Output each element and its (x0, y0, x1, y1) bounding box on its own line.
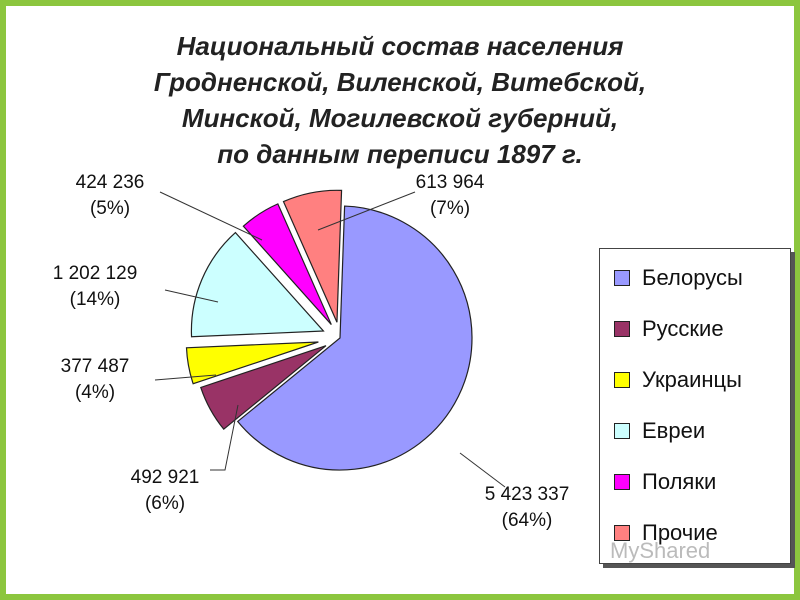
leader-line-6 (317, 191, 416, 231)
slice-value-label-5: 424 236 (76, 172, 145, 193)
slice-percent-label-4: (14%) (70, 289, 121, 310)
legend-swatch (614, 474, 630, 490)
legend-item: Прочие (614, 518, 718, 548)
title-line-3: Минской, Могилевской губерний, (181, 103, 619, 133)
pie-slice-2 (199, 345, 327, 431)
title-line-2: Гродненской, Виленской, Витебской, (153, 67, 647, 97)
legend-swatch (614, 525, 630, 541)
legend-label: Евреи (642, 418, 706, 443)
leader-line-3 (154, 374, 217, 381)
title-line-1: Национальный состав населения (176, 31, 624, 61)
slice-value-label-1: 5 423 337 (485, 484, 570, 505)
legend-swatch (614, 270, 630, 286)
legend-swatch (614, 372, 630, 388)
pie-slice-6 (282, 189, 343, 323)
slice-percent-label-6: (7%) (430, 198, 470, 219)
legend-swatch (614, 423, 630, 439)
legend-item: Евреи (614, 416, 705, 446)
slice-value-label-4: 1 202 129 (53, 263, 138, 284)
leader-line-2 (210, 404, 239, 471)
pie-slice-3 (185, 341, 319, 385)
legend-item: Русские (614, 314, 724, 344)
watermark: MyShared (610, 538, 711, 563)
leader-line-4 (164, 289, 219, 303)
legend-item: Поляки (614, 467, 716, 497)
legend: Белорусы Русские Украинцы Евреи Поляки Прочие (599, 248, 791, 564)
leader-line-1 (459, 452, 506, 488)
slice-percent-label-5: (5%) (90, 198, 130, 219)
pie-slice-5 (242, 203, 332, 325)
slice-percent-label-1: (64%) (502, 510, 553, 531)
chart-title: Национальный состав населения Гродненско… (0, 28, 800, 172)
slice-value-label-3: 377 487 (61, 356, 130, 377)
pie-slice-4 (190, 231, 325, 338)
legend-label: Русские (642, 316, 724, 341)
slice-percent-label-2: (6%) (145, 493, 185, 514)
legend-label: Белорусы (642, 265, 743, 290)
legend-label: Поляки (642, 469, 717, 494)
slice-value-label-2: 492 921 (131, 467, 200, 488)
title-line-4: по данным переписи 1897 г. (217, 139, 583, 169)
slice-percent-label-3: (4%) (75, 382, 115, 403)
legend-swatch (614, 321, 630, 337)
legend-label: Украинцы (642, 367, 742, 392)
slice-value-label-6: 613 964 (416, 172, 485, 193)
legend-item: Белорусы (614, 263, 743, 293)
legend-label: Прочие (642, 520, 718, 545)
legend-item: Украинцы (614, 365, 742, 395)
pie-slice-1 (236, 205, 473, 471)
leader-line-5 (159, 191, 263, 241)
